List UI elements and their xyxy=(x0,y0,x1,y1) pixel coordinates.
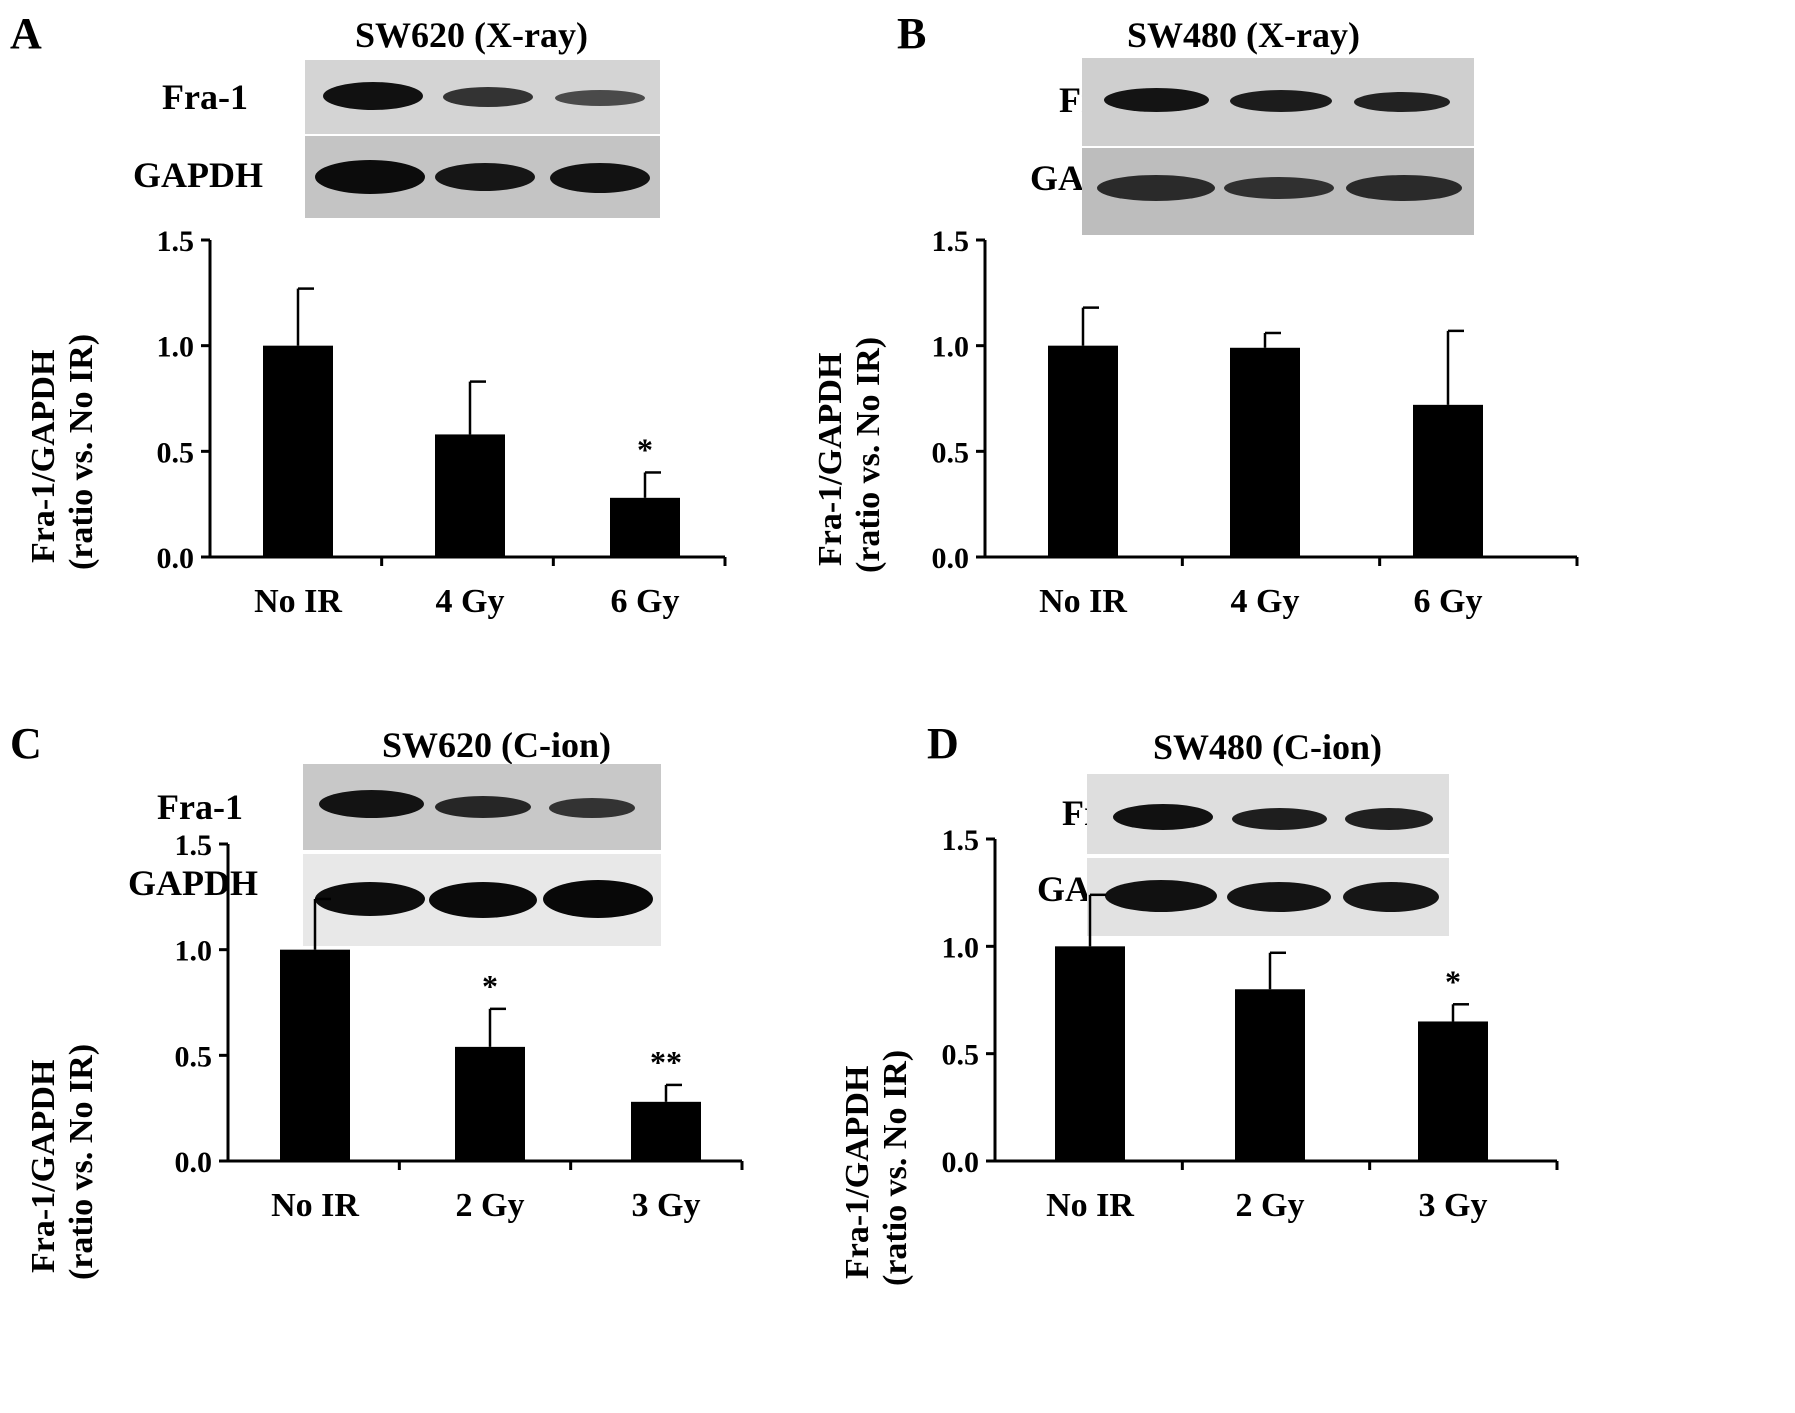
x-tick-label: No IR xyxy=(254,583,342,620)
bar xyxy=(631,1101,701,1161)
bar-chart: 0.0 0.5 1.0 1.5 No IR * 2 Gy ** 3 Gy xyxy=(175,829,744,1224)
y-axis-label-line2: (ratio vs. No IR) xyxy=(877,1049,914,1286)
significance-marker: * xyxy=(482,968,498,1004)
y-tick-label: 0.0 xyxy=(942,1146,980,1179)
y-tick-label: 0.0 xyxy=(175,1146,213,1179)
panel-title: SW480 (C-ion) xyxy=(1153,727,1383,767)
y-tick-label: 0.0 xyxy=(932,542,970,575)
bar xyxy=(1230,347,1300,557)
x-tick-label: 6 Gy xyxy=(611,583,680,620)
y-axis-label-line1: Fra-1/GAPDH xyxy=(812,352,849,566)
x-tick-label: 6 Gy xyxy=(1414,583,1483,620)
bar xyxy=(455,1046,525,1161)
bar xyxy=(610,497,680,557)
y-tick-label: 1.5 xyxy=(175,829,213,862)
y-axis-label-line1: Fra-1/GAPDH xyxy=(25,1059,62,1273)
panel-label: C xyxy=(10,719,42,768)
y-tick-label: 1.0 xyxy=(942,931,980,964)
panel-d: D SW480 (C-ion) Fra-1 GAPDH 0.00.51.01.5… xyxy=(839,706,1794,1412)
y-axis-label-line2: (ratio vs. No IR) xyxy=(850,336,887,573)
x-tick-label: 3 Gy xyxy=(632,1187,701,1224)
panel-title: SW620 (C-ion) xyxy=(382,725,612,765)
panel-label: B xyxy=(897,9,927,58)
y-axis-label-line1: Fra-1/GAPDH xyxy=(25,349,62,563)
western-blot-image xyxy=(303,764,661,946)
y-tick-label: 0.0 xyxy=(157,542,195,575)
bar xyxy=(435,434,505,557)
y-tick-label: 0.5 xyxy=(932,436,970,469)
y-axis-label-line2: (ratio vs. No IR) xyxy=(63,333,100,570)
y-axis-label-line1: Fra-1/GAPDH xyxy=(839,1065,876,1279)
western-blot-image xyxy=(305,60,660,218)
bar xyxy=(1235,989,1305,1161)
bar-chart: 0.0 0.5 1.0 1.5 No IR 2 Gy * 3 Gy xyxy=(942,824,1559,1224)
y-axis-label-line2: (ratio vs. No IR) xyxy=(63,1043,100,1280)
bar-chart: 0.0 0.5 1.0 1.5 No IR 4 Gy * 6 Gy xyxy=(157,225,727,620)
panel-b: B SW480 (X-ray) Fra-1 GAPDH 0.00.51.01.5… xyxy=(812,0,1794,706)
y-tick-label: 1.5 xyxy=(942,824,980,857)
x-tick-label: No IR xyxy=(1046,1187,1134,1224)
bar-chart: 0.0 0.5 1.0 1.5 No IR 4 Gy 6 Gy xyxy=(932,225,1579,620)
significance-marker: * xyxy=(1445,963,1461,999)
y-tick-label: 1.0 xyxy=(157,331,195,364)
panel-title: SW620 (X-ray) xyxy=(355,15,588,55)
y-tick-label: 1.5 xyxy=(932,225,970,258)
x-tick-label: 4 Gy xyxy=(1231,583,1300,620)
y-tick-label: 1.0 xyxy=(932,331,970,364)
blot-label-gapdh: GAPDH xyxy=(128,863,258,903)
x-tick-label: 4 Gy xyxy=(436,583,505,620)
y-tick-label: 0.5 xyxy=(157,436,195,469)
panel-label: D xyxy=(927,719,959,768)
y-tick-label: 0.5 xyxy=(942,1039,980,1072)
panel-c: C SW620 (C-ion) Fra-1 GAPDH 0.0 0.5 1.0 1.5… xyxy=(0,706,897,1412)
western-blot-image xyxy=(1082,58,1474,235)
significance-marker: * xyxy=(637,431,653,467)
x-tick-label: 3 Gy xyxy=(1419,1187,1488,1224)
y-tick-label: 0.5 xyxy=(175,1040,213,1073)
x-tick-label: No IR xyxy=(1039,583,1127,620)
y-tick-label: 1.0 xyxy=(175,935,213,968)
panel-label: A xyxy=(10,9,42,58)
y-tick-label: 1.5 xyxy=(157,225,195,258)
panel-a: A SW620 (X-ray) Fra-1 GAPDH 0.0 0.5 1.0 1.5… xyxy=(0,0,897,706)
x-tick-label: 2 Gy xyxy=(1236,1187,1305,1224)
bar xyxy=(280,949,350,1161)
x-tick-label: 2 Gy xyxy=(456,1187,525,1224)
bar xyxy=(1055,946,1125,1161)
bar xyxy=(1048,345,1118,557)
significance-marker: ** xyxy=(650,1044,682,1080)
x-tick-label: No IR xyxy=(271,1187,359,1224)
blot-label-fra1: Fra-1 xyxy=(162,77,248,117)
bar xyxy=(1413,404,1483,557)
bar xyxy=(1418,1021,1488,1161)
panel-title: SW480 (X-ray) xyxy=(1127,15,1360,55)
blot-label-fra1: Fra-1 xyxy=(157,787,243,827)
western-blot-image xyxy=(1087,774,1449,936)
blot-label-gapdh: GAPDH xyxy=(133,155,263,195)
bar xyxy=(263,345,333,557)
